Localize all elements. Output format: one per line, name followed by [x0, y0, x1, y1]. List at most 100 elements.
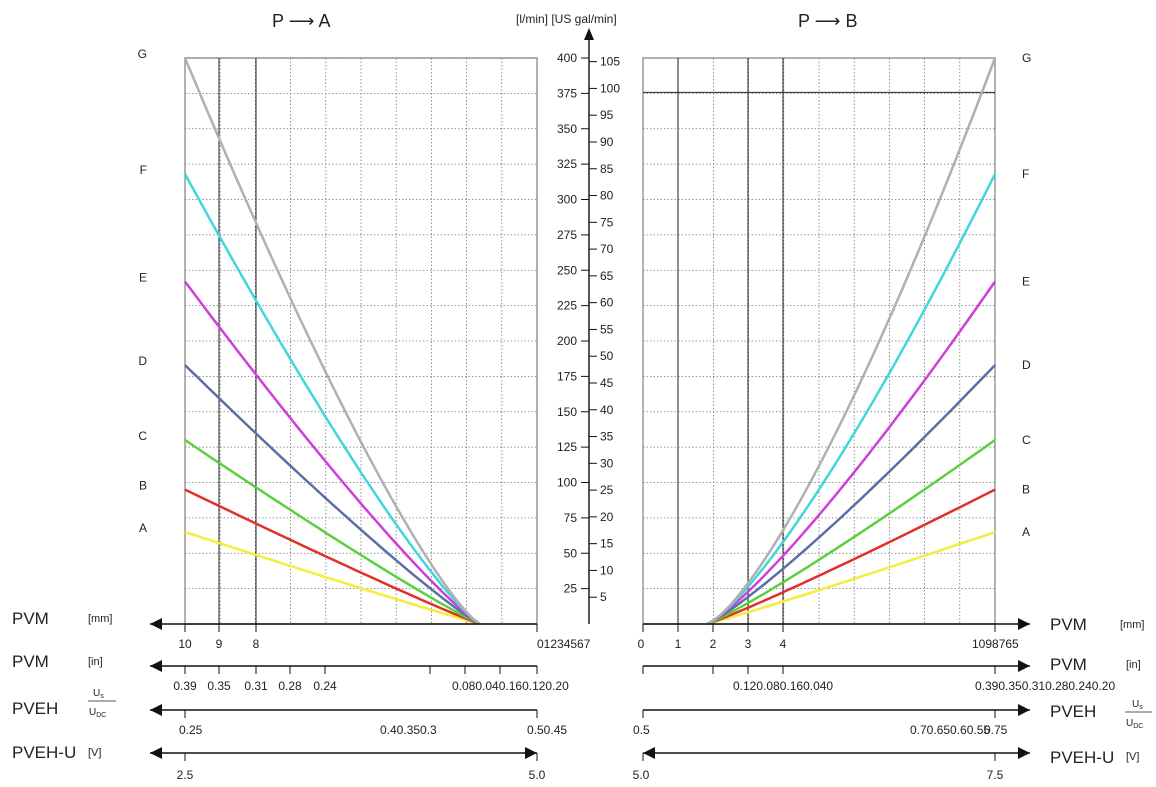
- scale-tick-label: 10: [178, 637, 192, 651]
- center-tick-label-lmin: 300: [557, 193, 577, 207]
- center-tick-label-usgal: 80: [600, 189, 614, 203]
- scale-tick-label: 4: [780, 637, 787, 651]
- svg-text:UDC: UDC: [89, 707, 106, 719]
- center-tick-label-lmin: 25: [564, 582, 578, 596]
- right-v-unit: [V]: [1126, 751, 1139, 763]
- center-flow-axis: 25 50 75 100 125 150 175 200 225 250 275 300 325 350 3…: [557, 28, 620, 624]
- center-tick-label-usgal: 75: [600, 215, 614, 229]
- center-tick-label-usgal: 95: [600, 108, 614, 122]
- center-tick-label-usgal: 65: [600, 269, 614, 283]
- curve-label-right: C: [1022, 433, 1031, 447]
- panel-title-p-b: P ⟶ B: [798, 11, 858, 31]
- scale-tick-label: 7.5: [987, 768, 1004, 782]
- left-us-udc-fraction: Us UDC: [88, 688, 116, 719]
- curve-left-e: [184, 280, 481, 626]
- center-tick-label-lmin: 325: [557, 157, 577, 171]
- curve-left-b: [184, 488, 481, 626]
- center-tick-label-usgal: 30: [600, 456, 614, 470]
- scale-tick-label: 5.0: [633, 768, 650, 782]
- center-tick-label-usgal: 5: [600, 590, 607, 604]
- curve-left-f: [183, 173, 481, 626]
- scale-arrow-left: [150, 618, 162, 630]
- curve-label-right: B: [1022, 483, 1030, 497]
- curve-label-right: G: [1022, 51, 1031, 65]
- scale-arrow-left: [150, 704, 162, 716]
- left-pvm-in-label: PVM: [12, 652, 49, 671]
- left-in-unit: [in]: [88, 656, 103, 668]
- scale-arrow-left: [150, 747, 162, 759]
- scale-tick-label: 0.39: [173, 679, 197, 693]
- right-us-udc-fraction: Us UDC: [1125, 699, 1152, 730]
- curve-label-left: E: [139, 271, 147, 285]
- left-mm-unit: [mm]: [88, 613, 112, 625]
- curve-left-c: [184, 438, 481, 626]
- scale-arrow-left: [150, 660, 162, 672]
- curve-right-b: [706, 488, 996, 626]
- center-tick-label-lmin: 150: [557, 405, 577, 419]
- curve-right-e: [706, 280, 997, 626]
- scale-tick-label: 8: [253, 637, 260, 651]
- scale-tick-label: 2: [710, 637, 717, 651]
- curve-label-left: D: [138, 354, 147, 368]
- scale-tick-label: 0.5: [633, 723, 650, 737]
- grid: [184, 57, 996, 625]
- curve-label-left: A: [139, 521, 147, 535]
- center-tick-label-usgal: 15: [600, 537, 614, 551]
- curve-label-left: G: [138, 47, 147, 61]
- scale-tick-label: 0.50.45: [527, 723, 567, 737]
- center-tick-label-usgal: 40: [600, 403, 614, 417]
- scale-tick-label: 3: [745, 637, 752, 651]
- center-tick-label-usgal: 35: [600, 430, 614, 444]
- center-tick-label-usgal: 20: [600, 510, 614, 524]
- center-tick-label-lmin: 275: [557, 228, 577, 242]
- scale-arrow-right: [1018, 660, 1030, 672]
- scale-tick-label: 0.75: [984, 723, 1008, 737]
- center-tick-label-usgal: 55: [600, 322, 614, 336]
- center-tick-label-usgal: 60: [600, 296, 614, 310]
- svg-text:Us: Us: [1132, 699, 1143, 711]
- right-pvm-mm-label: PVM: [1050, 615, 1087, 634]
- scale-tick-label: 2.5: [177, 768, 194, 782]
- scale-tick-label: 0.35: [207, 679, 231, 693]
- left-pvehu-label: PVEH-U: [12, 743, 76, 762]
- center-tick-label-lmin: 400: [557, 51, 577, 65]
- center-tick-label-usgal: 45: [600, 376, 614, 390]
- scale-tick-label: 0.31: [244, 679, 268, 693]
- right-mm-unit: [mm]: [1120, 619, 1144, 631]
- center-tick-label-usgal: 25: [600, 483, 614, 497]
- center-tick-label-lmin: 200: [557, 334, 577, 348]
- curve-left-a: [184, 530, 481, 626]
- scale-tick-label: 0.25: [179, 723, 203, 737]
- scale-tick-label: 1: [675, 637, 682, 651]
- scale-arrow-right: [1018, 618, 1030, 630]
- svg-text:UDC: UDC: [1126, 718, 1143, 730]
- curve-labels: A A B B C C D D E E F F G G: [138, 47, 1032, 539]
- scale-tick-label: 0.28: [278, 679, 302, 693]
- scale-arrow-right: [1018, 704, 1030, 716]
- center-tick-label-lmin: 175: [557, 369, 577, 383]
- center-tick-label-lmin: 125: [557, 440, 577, 454]
- scale-arrow-right: [525, 747, 537, 759]
- scale-arrow-left: [643, 747, 655, 759]
- scale-arrow-right: [1018, 747, 1030, 759]
- center-tick-label-usgal: 70: [600, 242, 614, 256]
- curve-right-g: [706, 57, 997, 626]
- center-tick-label-lmin: 350: [557, 122, 577, 136]
- curve-label-right: D: [1022, 358, 1031, 372]
- curve-label-right: F: [1022, 167, 1029, 181]
- curve-right-f: [706, 173, 997, 626]
- curve-label-left: F: [140, 163, 147, 177]
- left-v-unit: [V]: [88, 747, 101, 759]
- curve-right-c: [706, 438, 996, 626]
- scale-tick-label: 5.0: [529, 768, 546, 782]
- scale-tick-label: 0.70.650.60.55: [910, 723, 990, 737]
- scale-tick-label: 01234567: [537, 637, 591, 651]
- center-tick-label-usgal: 105: [600, 55, 620, 69]
- curve-left-g: [183, 57, 481, 625]
- center-tick-label-usgal: 85: [600, 162, 614, 176]
- center-tick-label-lmin: 375: [557, 86, 577, 100]
- scale-tick-label: 0.24: [313, 679, 337, 693]
- curve-label-right: E: [1022, 275, 1030, 289]
